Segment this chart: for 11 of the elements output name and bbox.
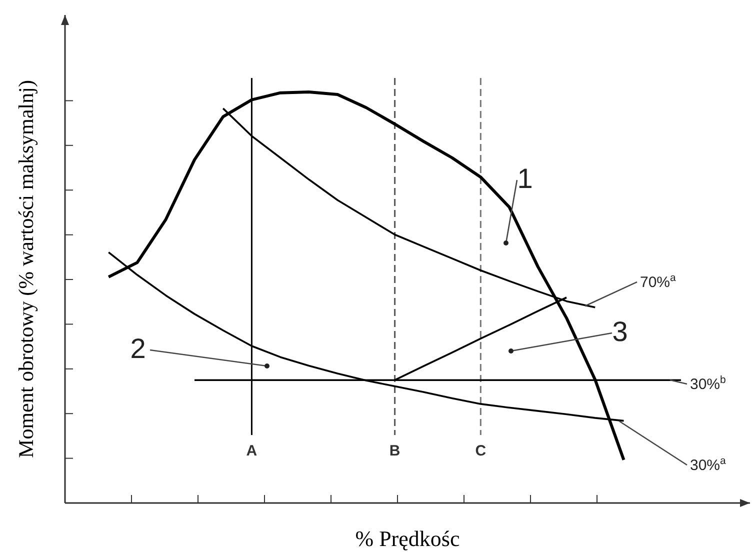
- y-axis-title: Moment obrotowy (% wartości maksymalnj): [14, 80, 38, 458]
- annotation: 70%$^{a}$: [640, 272, 676, 291]
- x-tick-label: B: [389, 442, 400, 460]
- annotation: 30%$^{a}$: [690, 455, 726, 474]
- annotation: 2: [130, 333, 146, 364]
- x-tick-label: A: [246, 442, 258, 460]
- x-tick-label: C: [475, 442, 486, 460]
- annotation: 1: [517, 163, 533, 194]
- annotation: 3: [612, 316, 628, 347]
- x-axis-title: % Prędkośc: [355, 526, 460, 551]
- annotation: 30%$^{b}$: [690, 374, 726, 393]
